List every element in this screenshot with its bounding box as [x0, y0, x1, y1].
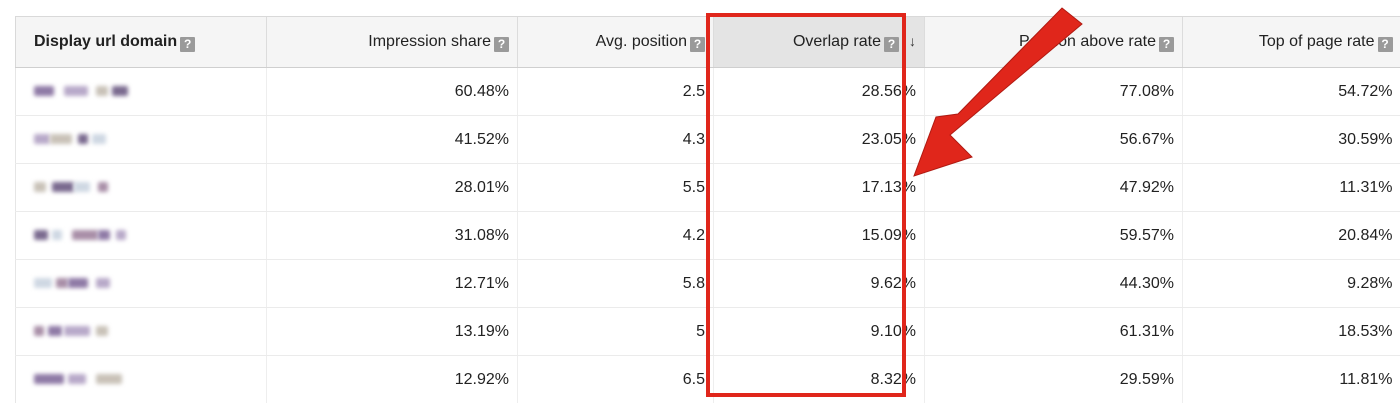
- position-above-rate-cell: 47.92%: [924, 163, 1183, 212]
- overlap-rate-cell: 17.13%: [713, 163, 925, 212]
- top-of-page-rate-cell: 20.84%: [1182, 211, 1400, 260]
- top-of-page-rate-cell: 54.72%: [1182, 67, 1400, 116]
- blurred-domain-fragment: [52, 182, 74, 193]
- avg-position-cell: 5.8: [517, 259, 714, 308]
- avg-position-cell: 6.5: [517, 355, 714, 403]
- blurred-domain-fragment: [48, 326, 62, 337]
- avg-position-cell: 5.5: [517, 163, 714, 212]
- auction-insights-table: Display url domain? Impression share? Av…: [15, 16, 1400, 403]
- blurred-domain-fragment: [34, 182, 46, 193]
- blurred-domain-cell: [15, 115, 267, 164]
- blurred-domain-fragment: [64, 326, 90, 337]
- impression-share-cell: 28.01%: [266, 163, 518, 212]
- table-header-row: Display url domain? Impression share? Av…: [15, 16, 1400, 68]
- blurred-domain-fragment: [74, 182, 90, 193]
- help-icon[interactable]: ?: [180, 36, 196, 52]
- blurred-domain-fragment: [96, 86, 108, 97]
- blurred-domain-cell: [15, 355, 267, 403]
- avg-position-cell: 4.3: [517, 115, 714, 164]
- column-header-impression-share[interactable]: Impression share?: [266, 16, 518, 68]
- help-icon[interactable]: ?: [884, 36, 899, 52]
- table-row[interactable]: 28.01% 5.5 17.13% 47.92% 11.31%: [15, 163, 1400, 212]
- blurred-domain-fragment: [34, 374, 64, 385]
- table-row[interactable]: 41.52% 4.3 23.05% 56.67% 30.59%: [15, 115, 1400, 164]
- table-row[interactable]: 12.92% 6.5 8.32% 29.59% 11.81%: [15, 355, 1400, 403]
- top-of-page-rate-cell: 11.81%: [1182, 355, 1400, 403]
- column-header-top-of-page-rate[interactable]: Top of page rate?: [1182, 16, 1400, 68]
- top-of-page-rate-cell: 9.28%: [1182, 259, 1400, 308]
- overlap-rate-cell: 23.05%: [713, 115, 925, 164]
- position-above-rate-cell: 61.31%: [924, 307, 1183, 356]
- impression-share-cell: 60.48%: [266, 67, 518, 116]
- impression-share-cell: 41.52%: [266, 115, 518, 164]
- blurred-domain-fragment: [34, 86, 54, 97]
- top-of-page-rate-cell: 18.53%: [1182, 307, 1400, 356]
- blurred-domain-fragment: [96, 326, 108, 337]
- blurred-domain-cell: [15, 67, 267, 116]
- blurred-domain-fragment: [34, 230, 48, 241]
- table-row[interactable]: 60.48% 2.5 28.56% 77.08% 54.72%: [15, 67, 1400, 116]
- column-header-overlap-rate[interactable]: Overlap rate? ↓: [713, 16, 925, 68]
- blurred-domain-fragment: [34, 134, 50, 145]
- blurred-domain-fragment: [50, 134, 72, 145]
- blurred-domain-fragment: [52, 230, 62, 241]
- impression-share-cell: 13.19%: [266, 307, 518, 356]
- impression-share-cell: 12.71%: [266, 259, 518, 308]
- blurred-domain-fragment: [68, 278, 88, 289]
- help-icon[interactable]: ?: [690, 36, 705, 52]
- top-of-page-rate-cell: 30.59%: [1182, 115, 1400, 164]
- blurred-domain-fragment: [96, 278, 110, 289]
- avg-position-cell: 4.2: [517, 211, 714, 260]
- blurred-domain-fragment: [72, 230, 98, 241]
- blurred-domain-fragment: [56, 278, 68, 289]
- blurred-domain-fragment: [96, 374, 122, 385]
- help-icon[interactable]: ?: [1377, 36, 1393, 52]
- impression-share-cell: 31.08%: [266, 211, 518, 260]
- table-row[interactable]: 31.08% 4.2 15.09% 59.57% 20.84%: [15, 211, 1400, 260]
- overlap-rate-cell: 28.56%: [713, 67, 925, 116]
- avg-position-cell: 2.5: [517, 67, 714, 116]
- help-icon[interactable]: ?: [1159, 36, 1174, 52]
- blurred-domain-cell: [15, 259, 267, 308]
- blurred-domain-fragment: [112, 86, 128, 97]
- arrow-down-icon: ↓: [909, 32, 916, 49]
- blurred-domain-fragment: [92, 134, 106, 145]
- position-above-rate-cell: 77.08%: [924, 67, 1183, 116]
- column-header-display-url-domain[interactable]: Display url domain?: [15, 16, 267, 68]
- blurred-domain-fragment: [98, 182, 108, 193]
- top-of-page-rate-cell: 11.31%: [1182, 163, 1400, 212]
- blurred-domain-fragment: [116, 230, 126, 241]
- overlap-rate-cell: 9.10%: [713, 307, 925, 356]
- position-above-rate-cell: 29.59%: [924, 355, 1183, 403]
- column-header-avg-position[interactable]: Avg. position?: [517, 16, 714, 68]
- overlap-rate-cell: 15.09%: [713, 211, 925, 260]
- position-above-rate-cell: 44.30%: [924, 259, 1183, 308]
- overlap-rate-cell: 8.32%: [713, 355, 925, 403]
- position-above-rate-cell: 59.57%: [924, 211, 1183, 260]
- table-row[interactable]: 13.19% 5 9.10% 61.31% 18.53%: [15, 307, 1400, 356]
- blurred-domain-fragment: [34, 278, 52, 289]
- blurred-domain-fragment: [64, 86, 88, 97]
- help-icon[interactable]: ?: [494, 36, 509, 52]
- position-above-rate-cell: 56.67%: [924, 115, 1183, 164]
- blurred-domain-cell: [15, 307, 267, 356]
- avg-position-cell: 5: [517, 307, 714, 356]
- blurred-domain-cell: [15, 211, 267, 260]
- blurred-domain-fragment: [34, 326, 44, 337]
- blurred-domain-cell: [15, 163, 267, 212]
- blurred-domain-fragment: [68, 374, 86, 385]
- impression-share-cell: 12.92%: [266, 355, 518, 403]
- column-header-position-above-rate[interactable]: Position above rate?: [924, 16, 1183, 68]
- blurred-domain-fragment: [78, 134, 88, 145]
- blurred-domain-fragment: [98, 230, 110, 241]
- table-row[interactable]: 12.71% 5.8 9.62% 44.30% 9.28%: [15, 259, 1400, 308]
- auction-insights-table-wrapper: Display url domain? Impression share? Av…: [15, 16, 1400, 403]
- overlap-rate-cell: 9.62%: [713, 259, 925, 308]
